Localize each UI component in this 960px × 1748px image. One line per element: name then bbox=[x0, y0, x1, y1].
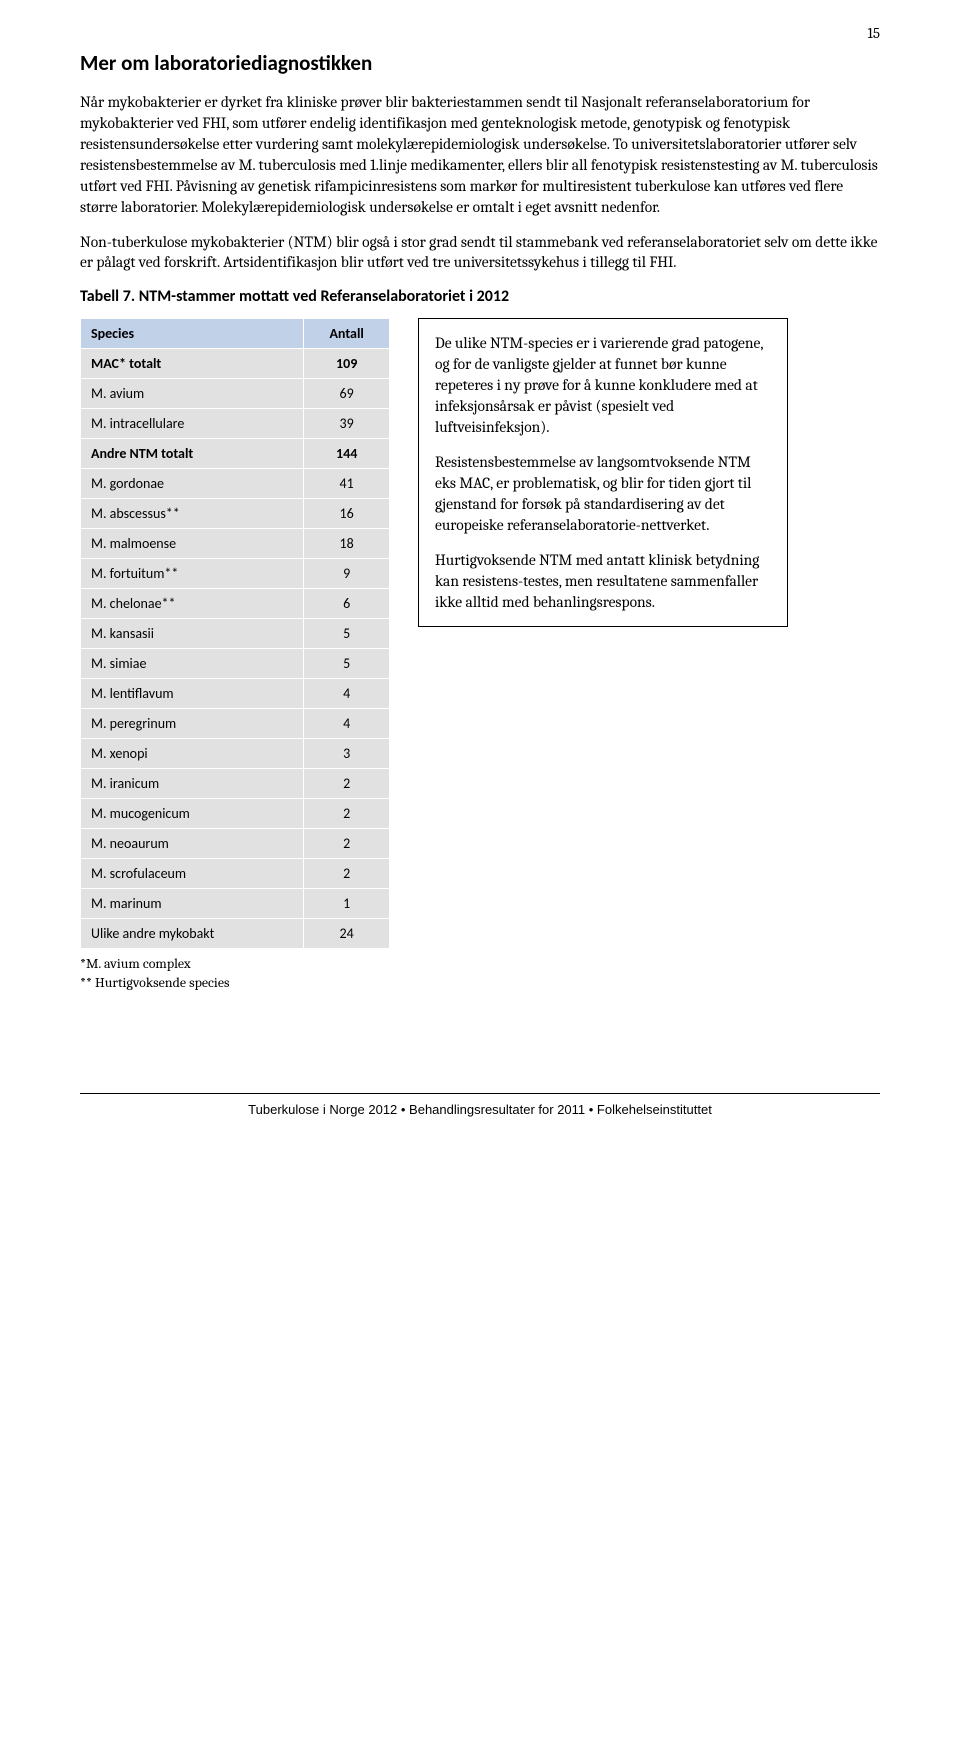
count-cell: 5 bbox=[304, 619, 390, 649]
section-heading: Mer om laboratoriediagnostikken bbox=[80, 50, 880, 76]
page-footer: Tuberkulose i Norge 2012 • Behandlingsre… bbox=[80, 1093, 880, 1117]
species-cell: M. scrofulaceum bbox=[81, 859, 304, 889]
table-row: M. kansasii5 bbox=[81, 619, 390, 649]
sidebox-paragraph-2: Resistensbestemmelse av langsomtvoksende… bbox=[435, 452, 771, 536]
species-cell: M. lentiflavum bbox=[81, 679, 304, 709]
table-row: M. fortuitum**9 bbox=[81, 559, 390, 589]
table-caption: Tabell 7. NTM-stammer mottatt ved Refera… bbox=[80, 287, 880, 306]
table-row: M. neoaurum2 bbox=[81, 829, 390, 859]
species-cell: M. iranicum bbox=[81, 769, 304, 799]
sidebox-paragraph-1: De ulike NTM-species er i varierende gra… bbox=[435, 333, 771, 438]
table-footnotes: *M. avium complex ** Hurtigvoksende spec… bbox=[80, 955, 880, 993]
content-row: Species Antall MAC* totalt109M. avium69M… bbox=[80, 318, 880, 949]
species-cell: M. peregrinum bbox=[81, 709, 304, 739]
sidebox-paragraph-3: Hurtigvoksende NTM med antatt klinisk be… bbox=[435, 550, 771, 613]
table-row: Ulike andre mykobakt24 bbox=[81, 919, 390, 949]
count-cell: 4 bbox=[304, 679, 390, 709]
species-cell: M. marinum bbox=[81, 889, 304, 919]
count-cell: 3 bbox=[304, 739, 390, 769]
page-number: 15 bbox=[867, 24, 880, 42]
count-cell: 4 bbox=[304, 709, 390, 739]
count-cell: 5 bbox=[304, 649, 390, 679]
species-cell: Ulike andre mykobakt bbox=[81, 919, 304, 949]
table-row: M. simiae5 bbox=[81, 649, 390, 679]
table-row: Andre NTM totalt144 bbox=[81, 439, 390, 469]
table-row: MAC* totalt109 bbox=[81, 349, 390, 379]
species-cell: M. chelonae** bbox=[81, 589, 304, 619]
table-header-row: Species Antall bbox=[81, 319, 390, 349]
count-cell: 24 bbox=[304, 919, 390, 949]
table-row: M. intracellulare39 bbox=[81, 409, 390, 439]
table-row: M. scrofulaceum2 bbox=[81, 859, 390, 889]
count-cell: 109 bbox=[304, 349, 390, 379]
species-cell: Andre NTM totalt bbox=[81, 439, 304, 469]
col-header-count: Antall bbox=[304, 319, 390, 349]
body-paragraph-1: Når mykobakterier er dyrket fra kliniske… bbox=[80, 92, 880, 218]
table-row: M. chelonae**6 bbox=[81, 589, 390, 619]
species-cell: M. simiae bbox=[81, 649, 304, 679]
species-cell: M. avium bbox=[81, 379, 304, 409]
count-cell: 2 bbox=[304, 769, 390, 799]
species-cell: M. kansasii bbox=[81, 619, 304, 649]
species-cell: MAC* totalt bbox=[81, 349, 304, 379]
table-row: M. malmoense18 bbox=[81, 529, 390, 559]
count-cell: 41 bbox=[304, 469, 390, 499]
table-row: M. avium69 bbox=[81, 379, 390, 409]
species-cell: M. intracellulare bbox=[81, 409, 304, 439]
table-row: M. abscessus**16 bbox=[81, 499, 390, 529]
species-cell: M. neoaurum bbox=[81, 829, 304, 859]
ntm-species-table: Species Antall MAC* totalt109M. avium69M… bbox=[80, 318, 390, 949]
species-cell: M. gordonae bbox=[81, 469, 304, 499]
info-sidebox: De ulike NTM-species er i varierende gra… bbox=[418, 318, 788, 627]
footnote-1: *M. avium complex bbox=[80, 955, 880, 974]
species-cell: M. malmoense bbox=[81, 529, 304, 559]
table-row: M. peregrinum4 bbox=[81, 709, 390, 739]
count-cell: 9 bbox=[304, 559, 390, 589]
table-row: M. gordonae41 bbox=[81, 469, 390, 499]
table-row: M. mucogenicum2 bbox=[81, 799, 390, 829]
count-cell: 69 bbox=[304, 379, 390, 409]
species-cell: M. fortuitum** bbox=[81, 559, 304, 589]
count-cell: 2 bbox=[304, 859, 390, 889]
count-cell: 18 bbox=[304, 529, 390, 559]
footnote-2: ** Hurtigvoksende species bbox=[80, 974, 880, 993]
count-cell: 16 bbox=[304, 499, 390, 529]
col-header-species: Species bbox=[81, 319, 304, 349]
species-cell: M. abscessus** bbox=[81, 499, 304, 529]
count-cell: 1 bbox=[304, 889, 390, 919]
body-paragraph-2: Non-tuberkulose mykobakterier (NTM) blir… bbox=[80, 232, 880, 274]
table-row: M. iranicum2 bbox=[81, 769, 390, 799]
count-cell: 6 bbox=[304, 589, 390, 619]
table-row: M. lentiflavum4 bbox=[81, 679, 390, 709]
table-row: M. marinum1 bbox=[81, 889, 390, 919]
count-cell: 2 bbox=[304, 799, 390, 829]
species-cell: M. mucogenicum bbox=[81, 799, 304, 829]
count-cell: 39 bbox=[304, 409, 390, 439]
species-cell: M. xenopi bbox=[81, 739, 304, 769]
count-cell: 144 bbox=[304, 439, 390, 469]
table-row: M. xenopi3 bbox=[81, 739, 390, 769]
count-cell: 2 bbox=[304, 829, 390, 859]
